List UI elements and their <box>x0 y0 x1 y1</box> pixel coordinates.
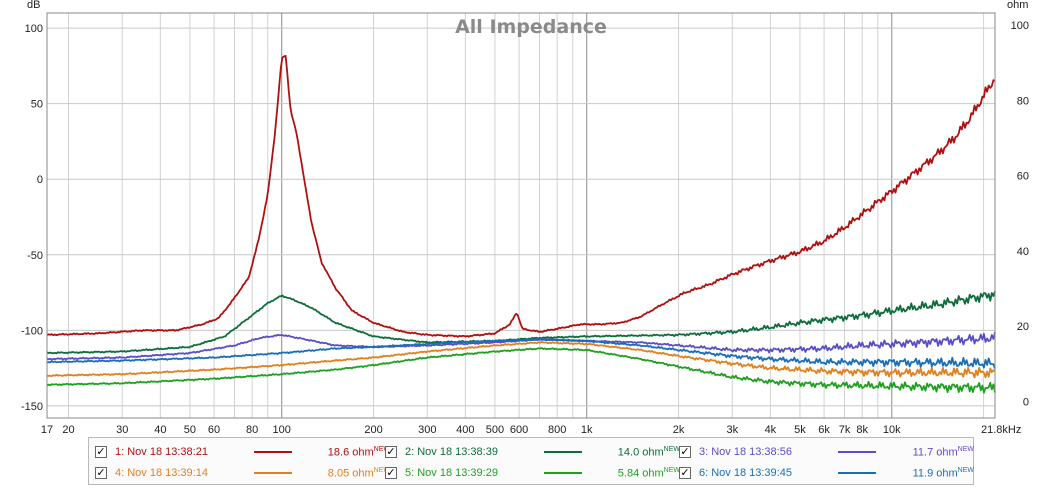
x-tick-label: 4k <box>765 424 777 436</box>
legend-new-badge: NEW <box>957 445 974 453</box>
plot-frame <box>46 12 996 419</box>
x-tick-label: 600 <box>510 424 528 436</box>
x-tick-label: 100 <box>273 424 291 436</box>
x-tick-label: 300 <box>418 424 436 436</box>
legend-swatch <box>254 451 292 453</box>
legend-swatch <box>838 472 876 474</box>
legend-series-name: 5: Nov 18 13:39:29 <box>405 467 498 479</box>
legend-value-text: 11.9 ohm <box>912 467 958 480</box>
legend-value-text: 18.6 ohm <box>327 446 374 459</box>
x-tick-label: 3k <box>726 424 738 436</box>
x-tick-label: 21.8kHz <box>981 424 1021 436</box>
legend-checkbox[interactable]: ✓ <box>95 445 107 458</box>
series-line-4 <box>46 341 996 379</box>
grid <box>47 13 995 418</box>
y-right-tick-label: 0 <box>1023 396 1029 408</box>
legend-new-badge: NEW <box>373 445 390 453</box>
x-tick-label: 17 <box>41 424 53 436</box>
legend-new-badge: NEW <box>663 445 680 453</box>
legend-item-5: ✓ 5: Nov 18 13:39:29 5.84 ohmNEW <box>385 463 680 483</box>
x-tick-label: 1k <box>581 424 593 436</box>
x-tick-label: 500 <box>486 424 504 436</box>
legend-value-text: 11.7 ohm <box>912 446 958 459</box>
y-right-tick-label: 40 <box>1017 246 1029 258</box>
series-curves <box>46 55 996 394</box>
legend-series-name: 1: Nov 18 13:38:21 <box>115 446 208 458</box>
x-tick-label: 5k <box>794 424 806 436</box>
x-tick-label: 40 <box>154 424 166 436</box>
y-right-tick-label: 100 <box>1011 20 1029 32</box>
legend-swatch <box>544 451 582 453</box>
x-tick-label: 200 <box>364 424 382 436</box>
legend-value-text: 14.0 ohm <box>617 446 664 459</box>
series-line-3 <box>46 331 996 361</box>
legend-new-badge: NEW <box>957 466 974 474</box>
legend-value-text: 5.84 ohm <box>617 467 664 480</box>
y-left-tick-label: 100 <box>25 23 43 35</box>
legend-series-name: 6: Nov 18 13:39:45 <box>699 467 792 479</box>
legend-item-4: ✓ 4: Nov 18 13:39:14 8.05 ohmNEW <box>95 463 390 483</box>
y-right-tick-label: 60 <box>1017 171 1029 183</box>
chart-title: All Impedance <box>455 16 607 38</box>
y-right-tick-label: 20 <box>1017 321 1029 333</box>
x-tick-label: 400 <box>456 424 474 436</box>
legend-series-name: 4: Nov 18 13:39:14 <box>115 467 208 479</box>
legend-checkbox[interactable]: ✓ <box>385 445 397 458</box>
legend-new-badge: NEW <box>663 466 680 474</box>
x-tick-label: 2k <box>673 424 685 436</box>
x-tick-label: 50 <box>184 424 196 436</box>
legend-item-1: ✓ 1: Nov 18 13:38:21 18.6 ohmNEW <box>95 442 390 462</box>
x-tick-label: 6k <box>818 424 830 436</box>
y-right-tick-label: 80 <box>1017 95 1029 107</box>
legend-item-6: ✓ 6: Nov 18 13:39:45 11.9 ohmNEW <box>679 463 974 483</box>
series-line-5 <box>46 347 996 394</box>
legend-value: 11.7 ohmNEW <box>894 446 974 459</box>
legend-checkbox[interactable]: ✓ <box>679 445 691 458</box>
legend-series-name: 2: Nov 18 13:38:39 <box>405 446 498 458</box>
series-line-6 <box>46 338 996 369</box>
x-tick-label: 30 <box>116 424 128 436</box>
legend-value-text: 8.05 ohm <box>327 467 374 480</box>
legend-checkbox[interactable]: ✓ <box>679 466 691 479</box>
y-left-tick-label: -50 <box>27 250 43 262</box>
legend-new-badge: NEW <box>373 466 390 474</box>
legend-item-2: ✓ 2: Nov 18 13:38:39 14.0 ohmNEW <box>385 442 680 462</box>
y-left-tick-label: -100 <box>21 325 43 337</box>
legend-value: 8.05 ohmNEW <box>310 467 390 480</box>
legend: ✓ 1: Nov 18 13:38:21 18.6 ohmNEW ✓ 2: Nov 18… <box>88 437 974 485</box>
legend-checkbox[interactable]: ✓ <box>95 466 107 479</box>
x-tick-label: 10k <box>883 424 901 436</box>
legend-value: 14.0 ohmNEW <box>600 446 680 459</box>
y-left-tick-label: 50 <box>31 99 43 111</box>
left-axis-unit: dB <box>27 0 40 11</box>
legend-swatch <box>838 451 876 453</box>
legend-value: 18.6 ohmNEW <box>310 446 390 459</box>
x-tick-label: 80 <box>246 424 258 436</box>
x-tick-label: 60 <box>208 424 220 436</box>
legend-checkbox[interactable]: ✓ <box>385 466 397 479</box>
series-line-2 <box>46 290 996 355</box>
x-tick-label: 800 <box>548 424 566 436</box>
x-tick-label: 8k <box>856 424 868 436</box>
y-left-tick-label: 0 <box>37 174 43 186</box>
x-tick-label: 20 <box>62 424 74 436</box>
impedance-chart: 17 20 30 40 50 60 80 100 200 300 400 500 600 800 1k 2k 3… <box>21 0 1029 436</box>
y-left-tick-label: -150 <box>21 401 43 413</box>
legend-series-name: 3: Nov 18 13:38:56 <box>699 446 792 458</box>
legend-value: 11.9 ohmNEW <box>894 467 974 480</box>
x-tick-label: 7k <box>839 424 851 436</box>
right-axis-unit: ohm <box>1007 0 1028 11</box>
legend-swatch <box>544 472 582 474</box>
legend-swatch <box>254 472 292 474</box>
tick-labels: 17 20 30 40 50 60 80 100 200 300 400 500 600 800 1k 2k 3… <box>21 20 1029 436</box>
legend-item-3: ✓ 3: Nov 18 13:38:56 11.7 ohmNEW <box>679 442 974 462</box>
series-line-1 <box>46 55 996 338</box>
legend-value: 5.84 ohmNEW <box>600 467 680 480</box>
